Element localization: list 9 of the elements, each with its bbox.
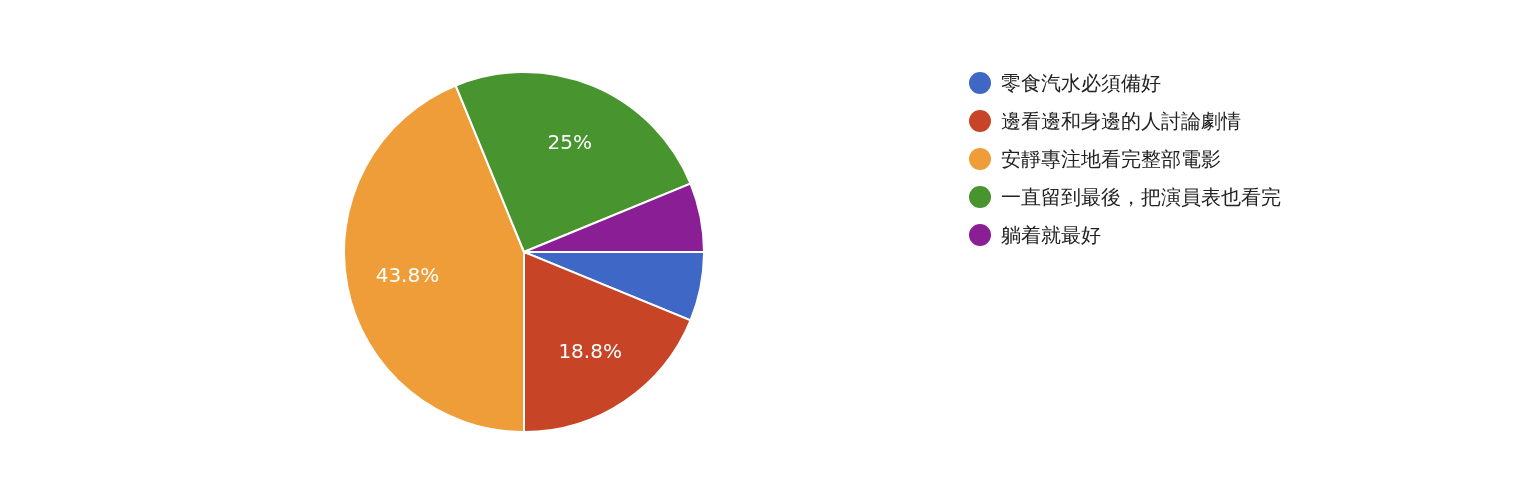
legend-label: 邊看邊和身邊的人討論劇情	[1001, 109, 1241, 133]
legend-label: 一直留到最後，把演員表也看完	[1001, 185, 1281, 209]
pie: 18.8% 43.8% 25%	[343, 71, 705, 433]
data-label: 25%	[547, 130, 593, 155]
legend-label: 零食汽水必須備好	[1001, 71, 1161, 95]
legend-label: 安靜專注地看完整部電影	[1001, 147, 1221, 171]
data-label: 43.8%	[375, 262, 440, 287]
legend-label: 躺着就最好	[1001, 223, 1101, 247]
data-label: 18.8%	[558, 338, 622, 363]
